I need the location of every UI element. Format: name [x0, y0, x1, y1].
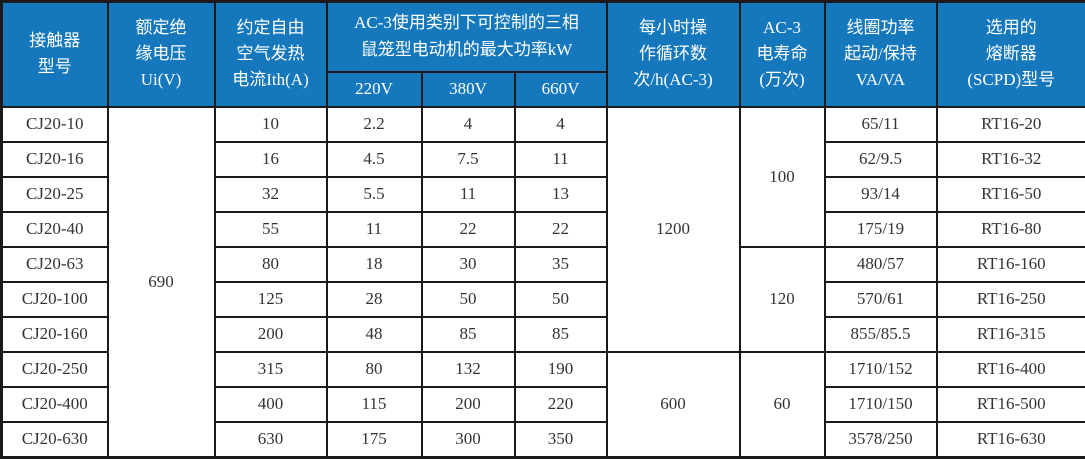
cell-fuse: RT16-630	[937, 422, 1085, 458]
cell-p660: 85	[515, 317, 607, 352]
cell-model: CJ20-400	[2, 387, 108, 422]
cell-model: CJ20-10	[2, 107, 108, 142]
cell-model: CJ20-160	[2, 317, 108, 352]
cell-cycles-600: 600	[607, 352, 740, 458]
cell-p220: 48	[327, 317, 422, 352]
cell-p220: 18	[327, 247, 422, 282]
cell-ith: 32	[215, 177, 327, 212]
cell-model: CJ20-40	[2, 212, 108, 247]
header-insulation-voltage: 额定绝 缘电压 Ui(V)	[108, 2, 215, 107]
cell-p660: 350	[515, 422, 607, 458]
cell-insulation-voltage: 690	[108, 107, 215, 458]
cell-p660: 22	[515, 212, 607, 247]
cell-coil: 570/61	[825, 282, 937, 317]
cell-model: CJ20-25	[2, 177, 108, 212]
cell-life-100: 100	[740, 107, 825, 247]
cell-fuse: RT16-160	[937, 247, 1085, 282]
header-fuse: 选用的 熔断器 (SCPD)型号	[937, 2, 1085, 107]
cell-coil: 480/57	[825, 247, 937, 282]
cell-p660: 13	[515, 177, 607, 212]
cell-coil: 1710/152	[825, 352, 937, 387]
cell-fuse: RT16-315	[937, 317, 1085, 352]
header-380v: 380V	[422, 72, 515, 107]
cell-fuse: RT16-250	[937, 282, 1085, 317]
cell-p660: 4	[515, 107, 607, 142]
cell-p660: 50	[515, 282, 607, 317]
cell-coil: 855/85.5	[825, 317, 937, 352]
cell-coil: 175/19	[825, 212, 937, 247]
cell-model: CJ20-100	[2, 282, 108, 317]
cell-ith: 400	[215, 387, 327, 422]
cell-coil: 3578/250	[825, 422, 937, 458]
cell-cycles-1200: 1200	[607, 107, 740, 352]
table-row: CJ20-10 690 10 2.2 4 4 1200 100 65/11 RT…	[2, 107, 1085, 142]
cell-p380: 85	[422, 317, 515, 352]
cell-p220: 11	[327, 212, 422, 247]
cell-p660: 220	[515, 387, 607, 422]
cell-p220: 115	[327, 387, 422, 422]
header-electrical-life: AC-3 电寿命 (万次)	[740, 2, 825, 107]
cell-p380: 132	[422, 352, 515, 387]
cell-fuse: RT16-32	[937, 142, 1085, 177]
header-220v: 220V	[327, 72, 422, 107]
cell-ith: 80	[215, 247, 327, 282]
cell-p380: 50	[422, 282, 515, 317]
cell-ith: 630	[215, 422, 327, 458]
cell-coil: 62/9.5	[825, 142, 937, 177]
cell-fuse: RT16-50	[937, 177, 1085, 212]
cell-ith: 125	[215, 282, 327, 317]
cell-p220: 2.2	[327, 107, 422, 142]
cell-model: CJ20-63	[2, 247, 108, 282]
header-ac3-power-group: AC-3使用类别下可控制的三相 鼠笼型电动机的最大功率kW	[327, 2, 607, 72]
header-row-main: 接触器 型号 额定绝 缘电压 Ui(V) 约定自由 空气发热 电流Ith(A) …	[2, 2, 1085, 72]
cell-ith: 16	[215, 142, 327, 177]
cell-ith: 10	[215, 107, 327, 142]
cell-model: CJ20-630	[2, 422, 108, 458]
cell-p660: 11	[515, 142, 607, 177]
cell-model: CJ20-250	[2, 352, 108, 387]
header-thermal-current: 约定自由 空气发热 电流Ith(A)	[215, 2, 327, 107]
cell-p380: 11	[422, 177, 515, 212]
cell-life-120: 120	[740, 247, 825, 352]
header-660v: 660V	[515, 72, 607, 107]
cell-p220: 4.5	[327, 142, 422, 177]
cell-fuse: RT16-500	[937, 387, 1085, 422]
cell-p380: 200	[422, 387, 515, 422]
cell-p380: 300	[422, 422, 515, 458]
cell-p380: 4	[422, 107, 515, 142]
cell-coil: 93/14	[825, 177, 937, 212]
cell-fuse: RT16-400	[937, 352, 1085, 387]
header-model: 接触器 型号	[2, 2, 108, 107]
header-coil-power: 线圈功率 起动/保持 VA/VA	[825, 2, 937, 107]
cell-p220: 80	[327, 352, 422, 387]
cell-ith: 55	[215, 212, 327, 247]
cell-p660: 190	[515, 352, 607, 387]
cell-ith: 315	[215, 352, 327, 387]
cell-p220: 175	[327, 422, 422, 458]
cell-p380: 30	[422, 247, 515, 282]
cell-p660: 35	[515, 247, 607, 282]
cell-fuse: RT16-80	[937, 212, 1085, 247]
cell-fuse: RT16-20	[937, 107, 1085, 142]
cell-p220: 28	[327, 282, 422, 317]
cell-model: CJ20-16	[2, 142, 108, 177]
cell-p220: 5.5	[327, 177, 422, 212]
cell-coil: 1710/150	[825, 387, 937, 422]
cell-p380: 22	[422, 212, 515, 247]
cell-life-60: 60	[740, 352, 825, 458]
header-cycles-per-hour: 每小时操 作循环数 次/h(AC-3)	[607, 2, 740, 107]
cell-p380: 7.5	[422, 142, 515, 177]
cell-coil: 65/11	[825, 107, 937, 142]
cell-ith: 200	[215, 317, 327, 352]
